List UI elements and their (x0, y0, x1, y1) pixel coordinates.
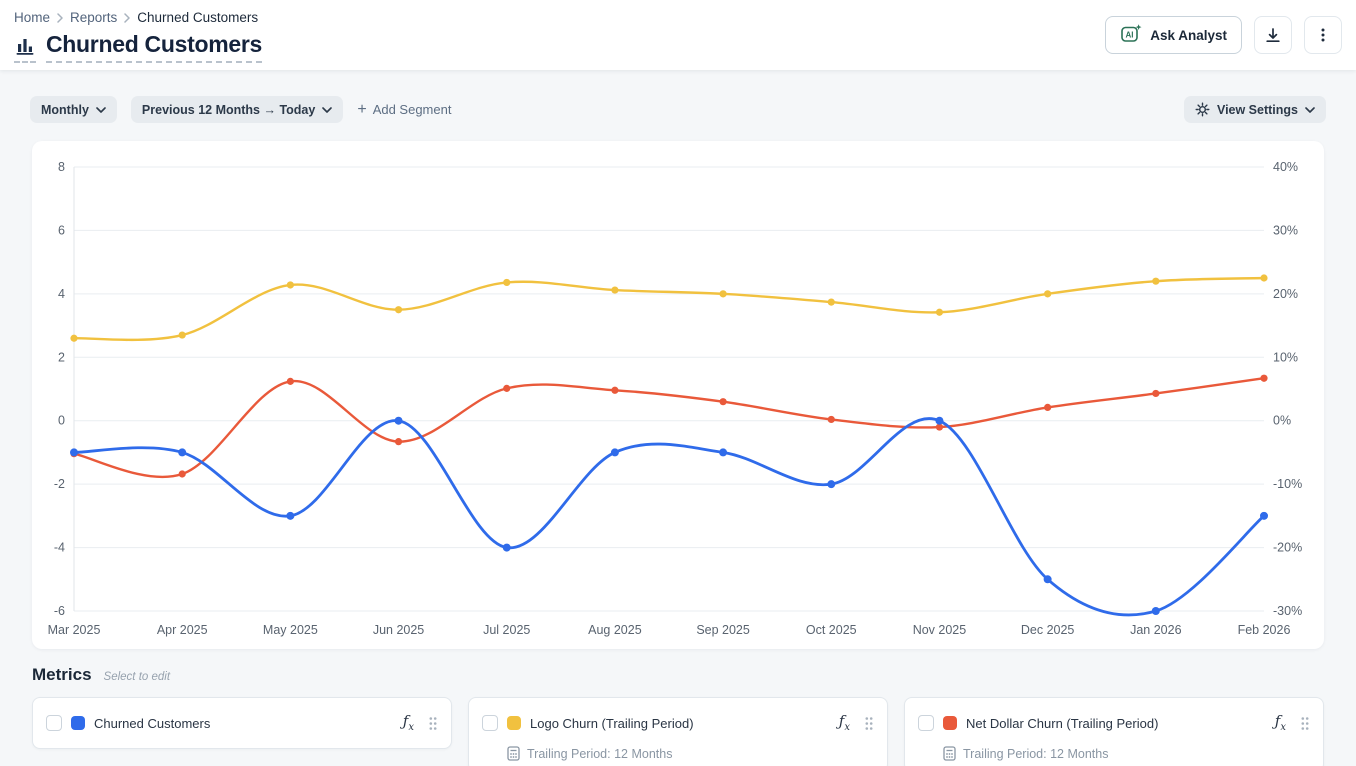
metric-label: Churned Customers (94, 715, 211, 731)
metric-checkbox[interactable] (918, 715, 934, 731)
svg-text:Apr 2025: Apr 2025 (157, 623, 208, 637)
metric-label: Logo Churn (Trailing Period) (530, 715, 694, 731)
ask-analyst-label: Ask Analyst (1150, 27, 1227, 43)
svg-text:Feb 2026: Feb 2026 (1238, 623, 1291, 637)
svg-text:-10%: -10% (1273, 477, 1302, 491)
breadcrumb: Home Reports Churned Customers (14, 8, 262, 25)
metric-checkbox[interactable] (482, 715, 498, 731)
kebab-menu-icon (1321, 28, 1325, 42)
granularity-select[interactable]: Monthly (30, 96, 117, 123)
metric-label: Net Dollar Churn (Trailing Period) (966, 715, 1159, 731)
download-button[interactable] (1254, 16, 1292, 54)
svg-text:10%: 10% (1273, 350, 1298, 364)
svg-text:0: 0 (58, 414, 65, 428)
metrics-subtitle: Select to edit (103, 671, 171, 683)
chevron-right-icon (57, 12, 63, 23)
metric-detail: Trailing Period: 12 Months (507, 746, 874, 761)
download-icon (1266, 28, 1280, 43)
metrics-section: Metrics Select to edit Churned Customers… (0, 649, 1356, 766)
svg-text:Dec 2025: Dec 2025 (1021, 623, 1075, 637)
metric-detail-text: Trailing Period: 12 Months (527, 746, 673, 761)
metric-checkbox[interactable] (46, 715, 62, 731)
granularity-label: Monthly (41, 102, 89, 117)
formula-icon[interactable]: ƒx (838, 712, 850, 734)
svg-text:Aug 2025: Aug 2025 (588, 623, 642, 637)
add-segment-button[interactable]: + Add Segment (357, 100, 452, 118)
svg-text:Nov 2025: Nov 2025 (913, 623, 967, 637)
metric-card-net-dollar-churn[interactable]: Net Dollar Churn (Trailing Period) ƒx Tr… (904, 697, 1324, 766)
header-left: Home Reports Churned Customers Churned C… (14, 8, 262, 70)
svg-text:-20%: -20% (1273, 541, 1302, 555)
chevron-down-icon (96, 106, 106, 113)
drag-handle-icon[interactable] (1300, 716, 1310, 731)
date-range-label: Previous 12 Months → Today (141, 102, 316, 117)
add-segment-label: Add Segment (372, 102, 452, 117)
calculator-icon (943, 746, 956, 761)
title-row: Churned Customers (14, 31, 262, 63)
plus-icon: + (357, 100, 367, 118)
svg-text:-30%: -30% (1273, 604, 1302, 618)
svg-text:Oct 2025: Oct 2025 (806, 623, 857, 637)
ai-badge-icon: AI (1120, 23, 1142, 48)
metric-detail: Trailing Period: 12 Months (943, 746, 1310, 761)
metrics-header: Metrics Select to edit (32, 665, 1324, 685)
churn-line-chart[interactable]: 8 6 4 2 0 -2 -4 -6 40% 30% 20% 10% 0% -10% -20% -30% Mar… (40, 153, 1316, 645)
metric-row: Churned Customers ƒx (46, 708, 438, 738)
breadcrumb-home[interactable]: Home (14, 10, 51, 25)
svg-text:-2: -2 (54, 477, 65, 491)
metric-color-swatch (71, 716, 85, 730)
header-actions: AI Ask Analyst (1105, 16, 1342, 54)
view-settings-label: View Settings (1216, 102, 1298, 117)
page-title[interactable]: Churned Customers (46, 31, 262, 63)
svg-text:0%: 0% (1273, 414, 1291, 428)
metric-detail-text: Trailing Period: 12 Months (963, 746, 1109, 761)
chevron-down-icon (1305, 106, 1315, 113)
view-settings-button[interactable]: View Settings (1183, 96, 1326, 123)
breadcrumb-reports[interactable]: Reports (70, 10, 118, 25)
metrics-title: Metrics (32, 665, 92, 684)
metric-row: Net Dollar Churn (Trailing Period) ƒx (918, 708, 1310, 738)
svg-text:8: 8 (58, 160, 65, 174)
metric-color-swatch (943, 716, 957, 730)
metric-card-logo-churn[interactable]: Logo Churn (Trailing Period) ƒx Trailing… (468, 697, 888, 766)
svg-text:Sep 2025: Sep 2025 (696, 623, 750, 637)
formula-icon[interactable]: ƒx (402, 712, 414, 734)
breadcrumb-current: Churned Customers (137, 10, 259, 25)
svg-text:6: 6 (58, 223, 65, 237)
svg-text:20%: 20% (1273, 287, 1298, 301)
svg-text:Mar 2025: Mar 2025 (48, 623, 101, 637)
drag-handle-icon[interactable] (428, 716, 438, 731)
formula-icon[interactable]: ƒx (1274, 712, 1286, 734)
svg-text:-6: -6 (54, 604, 65, 618)
chevron-down-icon (322, 106, 333, 113)
ask-analyst-button[interactable]: AI Ask Analyst (1105, 16, 1242, 54)
svg-text:Jul 2025: Jul 2025 (483, 623, 530, 637)
ai-badge-text: AI (1126, 30, 1134, 39)
drag-handle-icon[interactable] (864, 716, 874, 731)
svg-text:May 2025: May 2025 (263, 623, 318, 637)
svg-text:2: 2 (58, 350, 65, 364)
svg-text:Jan 2026: Jan 2026 (1130, 623, 1181, 637)
header: Home Reports Churned Customers Churned C… (0, 0, 1356, 70)
svg-text:40%: 40% (1273, 160, 1298, 174)
toolbar: Monthly Previous 12 Months → Today + Add… (0, 70, 1356, 123)
chart-card: 8 6 4 2 0 -2 -4 -6 40% 30% 20% 10% 0% -10% -20% -30% Mar… (32, 141, 1324, 649)
metric-color-swatch (507, 716, 521, 730)
metric-card-list: Churned Customers ƒx Logo Churn (Trailin… (32, 697, 1324, 766)
date-range-select[interactable]: Previous 12 Months → Today (130, 96, 344, 123)
svg-text:Jun 2025: Jun 2025 (373, 623, 424, 637)
chevron-right-icon (124, 12, 131, 23)
metric-card-churned-customers[interactable]: Churned Customers ƒx (32, 697, 452, 749)
svg-text:30%: 30% (1273, 223, 1298, 237)
bar-chart-icon (14, 36, 36, 63)
gear-icon (1195, 102, 1210, 117)
metric-row: Logo Churn (Trailing Period) ƒx (482, 708, 874, 738)
svg-text:-4: -4 (54, 541, 65, 555)
calculator-icon (507, 746, 520, 761)
svg-text:4: 4 (58, 287, 65, 301)
more-options-button[interactable] (1304, 16, 1342, 54)
